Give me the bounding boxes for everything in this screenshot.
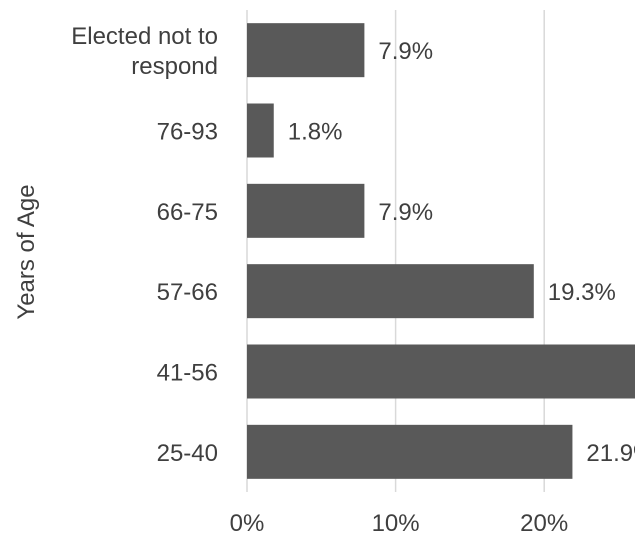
- x-tick-label: 20%: [520, 510, 568, 537]
- category-labels: Elected not to respond 76-93 66-75 57-66 41-5…: [71, 23, 218, 467]
- bar: [247, 264, 534, 319]
- x-tick-labels: 0%10%20%30%40%: [230, 510, 569, 537]
- x-tick-label: 10%: [372, 510, 420, 537]
- bar: [247, 23, 365, 78]
- gridlines: [246, 10, 545, 492]
- category-label: 76-93: [157, 119, 218, 146]
- bar: [247, 103, 274, 158]
- data-label: 19.3%: [548, 279, 616, 306]
- data-label: 7.9%: [378, 38, 433, 65]
- bar: [247, 424, 573, 479]
- y-axis-title: Years of Age: [13, 184, 40, 319]
- data-label: 21.9%: [586, 440, 635, 467]
- bar: [247, 344, 635, 399]
- category-label: 57-66: [157, 279, 218, 306]
- data-labels: 7.9%1.8%7.9%19.3%41.2%21.9%: [288, 38, 635, 467]
- category-label: 66-75: [157, 199, 218, 226]
- x-tick-label: 0%: [230, 510, 265, 537]
- category-label: 41-56: [157, 360, 218, 387]
- data-label: 1.8%: [288, 119, 343, 146]
- bars: [247, 23, 635, 479]
- bar: [247, 183, 365, 238]
- category-label: 25-40: [157, 440, 218, 467]
- category-label: Elected not to respond: [71, 23, 218, 80]
- data-label: 7.9%: [378, 199, 433, 226]
